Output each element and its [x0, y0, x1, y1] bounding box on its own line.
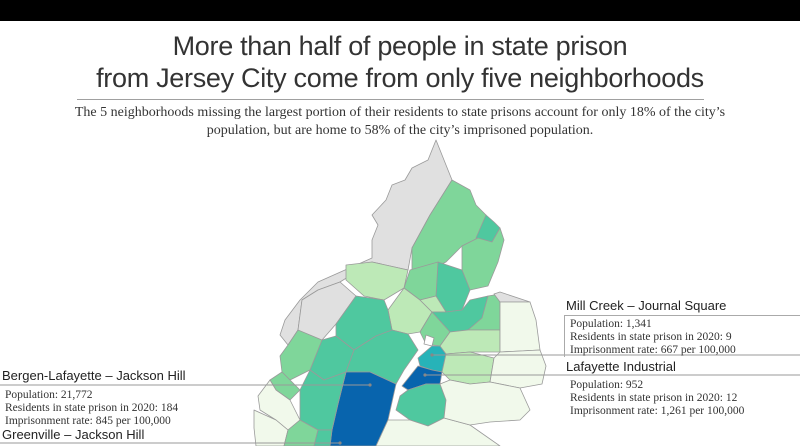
page-title: More than half of people in state prison… — [0, 30, 800, 94]
callout-mill-creek-border — [564, 315, 565, 357]
tract-downtown-light-1[interactable] — [439, 329, 501, 355]
lafayette-industrial-rate: Imprisonment rate: 1,261 per 100,000 — [570, 405, 745, 417]
title-line-2: from Jersey City come from only five nei… — [96, 63, 704, 93]
tract-north-1[interactable] — [411, 179, 487, 271]
bergen-lafayette-population: Population: 21,772 — [5, 389, 93, 401]
tract-downtown-light-2[interactable] — [441, 351, 495, 385]
bergen-lafayette-rate: Imprisonment rate: 845 per 100,000 — [5, 415, 171, 427]
callout-greenville-title: Greenville – Jackson Hill — [2, 427, 145, 442]
callout-bergen-lafayette-body: Population: 21,772 Residents in state pr… — [5, 389, 178, 428]
title-line-1: More than half of people in state prison — [172, 31, 628, 61]
mill-creek-marker — [430, 353, 434, 357]
tract-downtown-lowest-3[interactable] — [439, 379, 531, 426]
tract-no-data-east[interactable] — [493, 291, 531, 303]
tract-high-3[interactable] — [345, 329, 419, 385]
mill-creek-residents: Residents in state prison in 2020: 9 — [570, 331, 732, 343]
mill-creek-population: Population: 1,341 — [570, 318, 652, 330]
callout-mill-creek-body: Population: 1,341 Residents in state pri… — [570, 318, 736, 357]
callout-lafayette-industrial-title: Lafayette Industrial — [566, 359, 676, 374]
lafayette-industrial-population: Population: 952 — [570, 379, 644, 391]
lafayette-industrial-marker — [423, 373, 427, 377]
callout-lafayette-industrial-body: Population: 952 Residents in state priso… — [570, 379, 744, 418]
greenville-marker — [338, 441, 342, 445]
title-divider — [77, 99, 704, 100]
bergen-lafayette-marker — [368, 383, 372, 387]
tract-light-1[interactable] — [345, 261, 409, 301]
subtitle-line-2: population, but are home to 58% of the c… — [206, 123, 594, 138]
subtitle: The 5 neighborhoods missing the largest … — [20, 104, 780, 140]
top-bar — [0, 0, 800, 21]
tract-downtown-lowest-1[interactable] — [499, 301, 541, 353]
tract-downtown-lowest-2[interactable] — [489, 349, 547, 389]
tract-high-sw[interactable] — [313, 429, 333, 446]
mill-creek-rate: Imprisonment rate: 667 per 100,000 — [570, 344, 736, 356]
callout-bergen-lafayette-title: Bergen-Lafayette – Jackson Hill — [2, 368, 186, 383]
lafayette-industrial-residents: Residents in state prison in 2020: 12 — [570, 392, 738, 404]
subtitle-line-1: The 5 neighborhoods missing the largest … — [74, 105, 726, 120]
tract-lowest-sw-2[interactable] — [253, 409, 289, 446]
callout-mill-creek-rule — [564, 315, 800, 316]
bergen-lafayette-residents: Residents in state prison in 2020: 184 — [5, 402, 179, 414]
callout-mill-creek-title: Mill Creek – Journal Square — [566, 298, 727, 313]
